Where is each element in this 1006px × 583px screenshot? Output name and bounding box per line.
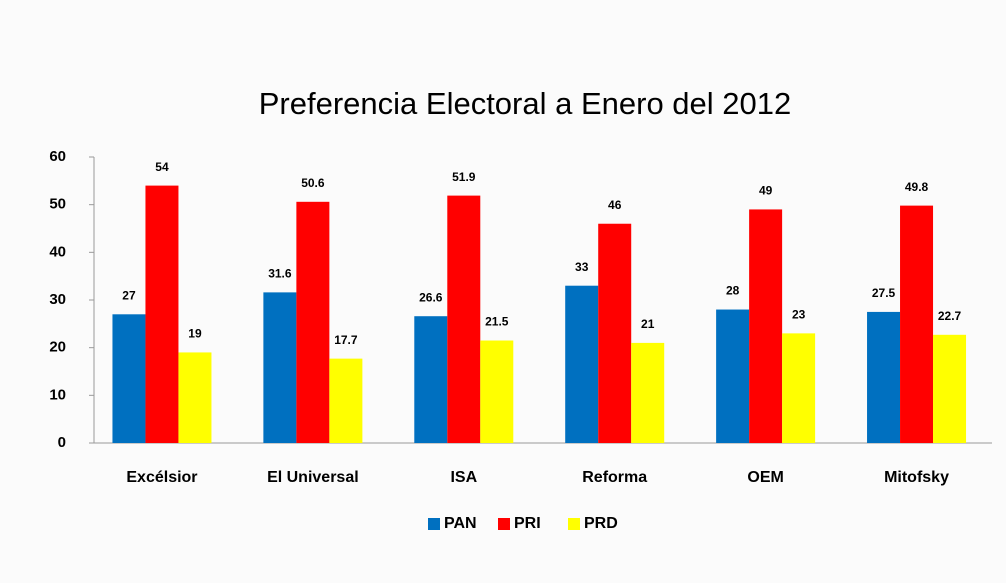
value-label: 27.5 <box>872 286 896 300</box>
value-label: 27 <box>122 288 136 302</box>
x-tick-label: El Universal <box>267 469 359 486</box>
legend-label: PRD <box>584 515 618 532</box>
legend-label: PRI <box>514 515 541 532</box>
bar <box>112 314 146 443</box>
y-tick-label: 0 <box>58 434 66 451</box>
legend-swatch <box>498 518 510 530</box>
bar <box>867 311 901 443</box>
bar <box>296 201 330 443</box>
value-label: 21.5 <box>485 315 509 329</box>
bar <box>782 333 816 443</box>
x-tick-label: Reforma <box>582 469 647 486</box>
bar <box>414 316 448 443</box>
bar <box>178 352 212 443</box>
value-label: 26.6 <box>419 290 443 304</box>
bar <box>480 340 514 443</box>
bar <box>565 285 599 443</box>
y-tick-label: 10 <box>49 386 66 403</box>
value-label: 28 <box>726 284 740 298</box>
bar <box>598 223 632 443</box>
bar <box>749 209 783 443</box>
bar <box>900 205 934 443</box>
value-label: 49.8 <box>905 180 929 194</box>
value-label: 21 <box>641 317 655 331</box>
value-label: 49 <box>759 184 773 198</box>
bar <box>447 195 481 443</box>
x-tick-label: Mitofsky <box>884 469 949 486</box>
value-label: 46 <box>608 198 622 212</box>
y-tick-label: 30 <box>49 291 66 308</box>
legend-label: PAN <box>444 515 477 532</box>
value-label: 50.6 <box>301 176 325 190</box>
value-label: 33 <box>575 260 589 274</box>
bar <box>933 334 967 443</box>
x-tick-label: ISA <box>450 469 477 486</box>
bar <box>263 292 297 443</box>
x-tick-label: Excélsior <box>126 469 197 486</box>
value-label: 31.6 <box>268 267 292 281</box>
y-tick-label: 50 <box>49 196 66 213</box>
y-tick-label: 20 <box>49 339 66 356</box>
value-label: 22.7 <box>938 309 962 323</box>
value-label: 54 <box>155 160 169 174</box>
bar <box>145 185 179 443</box>
legend-swatch <box>568 518 580 530</box>
value-label: 23 <box>792 308 806 322</box>
value-label: 51.9 <box>452 170 476 184</box>
legend-swatch <box>428 518 440 530</box>
y-tick-label: 60 <box>49 148 66 165</box>
value-label: 19 <box>188 327 202 341</box>
x-tick-label: OEM <box>747 469 783 486</box>
bar <box>631 342 665 443</box>
bar <box>329 358 363 443</box>
value-label: 17.7 <box>334 333 358 347</box>
y-tick-label: 40 <box>49 243 66 260</box>
chart-title: Preferencia Electoral a Enero del 2012 <box>259 86 792 121</box>
bar <box>716 309 750 443</box>
